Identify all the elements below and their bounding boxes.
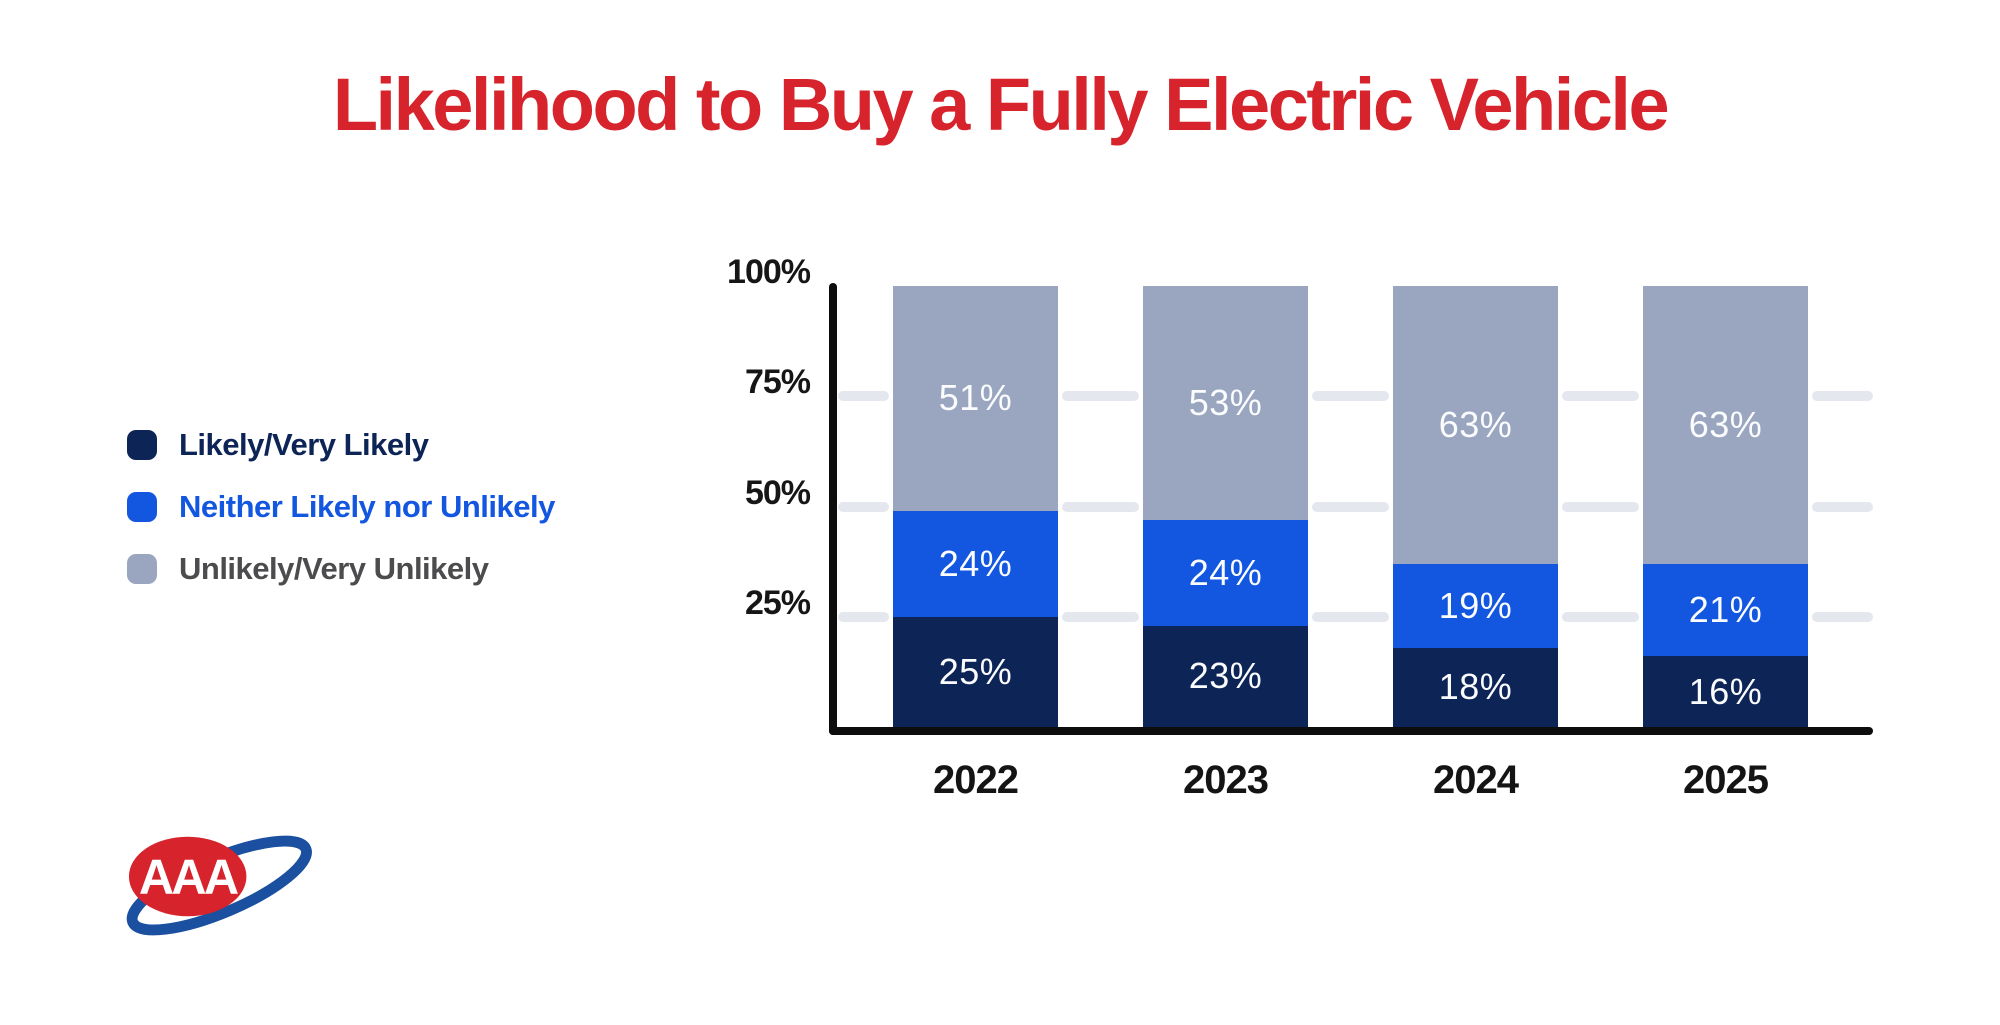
bar-value-label: 25% <box>938 650 1013 692</box>
bar-segment-2023: 53% <box>1143 286 1308 520</box>
bar-column: 16% 21% 63% <box>1643 286 1808 727</box>
gridline <box>1312 611 1389 622</box>
logo-letters: AAA <box>139 851 238 905</box>
gridline <box>1062 501 1139 512</box>
legend-swatch-neither <box>127 492 157 522</box>
y-axis-tick-label: 25% <box>744 583 811 622</box>
bar-column: 23% 24% 53% <box>1143 286 1308 727</box>
bar-value-label: 21% <box>1688 589 1763 631</box>
bar-column: 25% 24% 51% <box>893 286 1058 727</box>
legend: Likely/Very Likely Neither Likely nor Un… <box>127 427 555 616</box>
bar-value-label: 51% <box>938 377 1013 419</box>
bar-segment-2023: 24% <box>1143 519 1308 626</box>
bar-column: 18% 19% 63% <box>1393 286 1558 727</box>
bar-value-label: 23% <box>1188 655 1263 697</box>
bar-segment-2022: 24% <box>893 510 1058 617</box>
x-axis-label: 2023 <box>1183 758 1269 802</box>
gridline <box>838 501 889 512</box>
bar-segment-2025: 16% <box>1643 656 1808 727</box>
bar-segment-2024: 19% <box>1393 563 1558 648</box>
x-axis-label: 2022 <box>933 758 1019 802</box>
y-axis-tick-label: 50% <box>744 473 811 512</box>
legend-label-neither: Neither Likely nor Unlikely <box>179 489 555 524</box>
bar-segment-2025: 63% <box>1643 286 1808 564</box>
bar-value-label: 18% <box>1438 666 1513 708</box>
bar-value-label: 16% <box>1688 670 1763 712</box>
bar-value-label: 63% <box>1688 403 1763 445</box>
aaa-logo: AAA <box>126 835 312 936</box>
bar-value-label: 53% <box>1188 381 1263 423</box>
gridline <box>838 611 889 622</box>
bar-value-label: 63% <box>1438 403 1513 445</box>
x-axis-label: 2025 <box>1683 758 1769 802</box>
gridline <box>1812 391 1873 402</box>
y-axis-line <box>829 283 837 735</box>
gridline <box>838 391 889 402</box>
bar-segment-2024: 63% <box>1393 286 1558 564</box>
bar-segment-2023: 23% <box>1143 625 1308 727</box>
bar-segment-2022: 51% <box>893 286 1058 511</box>
gridline <box>1562 391 1639 402</box>
gridline <box>1062 391 1139 402</box>
legend-label-likely: Likely/Very Likely <box>179 427 429 462</box>
gridline <box>1062 611 1139 622</box>
legend-item-neither: Neither Likely nor Unlikely <box>127 489 555 524</box>
gridline <box>1812 501 1873 512</box>
legend-swatch-unlikely <box>127 554 157 584</box>
gridline <box>1312 391 1389 402</box>
bar-value-label: 24% <box>1188 551 1263 593</box>
gridline <box>1312 501 1389 512</box>
bar-segment-2022: 25% <box>893 616 1058 727</box>
chart-title: Likelihood to Buy a Fully Electric Vehic… <box>332 63 1670 146</box>
gridline <box>1562 611 1639 622</box>
legend-item-unlikely: Unlikely/Very Unlikely <box>127 551 555 586</box>
bar-value-label: 24% <box>938 542 1013 584</box>
gridline <box>1562 501 1639 512</box>
bar-segment-2024: 18% <box>1393 647 1558 727</box>
y-axis-tick-label: 100% <box>727 253 811 291</box>
legend-item-likely: Likely/Very Likely <box>127 427 555 462</box>
logo-oval <box>128 836 247 917</box>
legend-label-unlikely: Unlikely/Very Unlikely <box>179 551 489 586</box>
bar-segment-2025: 21% <box>1643 563 1808 657</box>
x-axis-baseline <box>829 727 1873 735</box>
y-axis-tick-label: 75% <box>744 363 811 402</box>
x-axis-label: 2024 <box>1433 758 1519 802</box>
gridline <box>1812 611 1873 622</box>
legend-swatch-likely <box>127 430 157 460</box>
bar-value-label: 19% <box>1438 584 1513 626</box>
